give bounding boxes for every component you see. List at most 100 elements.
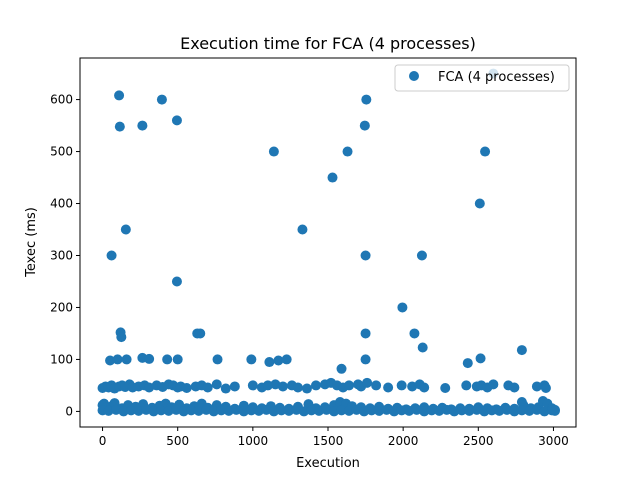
data-point [103,405,114,416]
legend-box [394,64,570,92]
data-point [342,146,353,157]
data-point [105,355,116,366]
data-point [321,404,332,415]
data-point [172,354,183,365]
data-point [133,405,144,416]
data-point [389,406,400,417]
data-point [516,405,527,416]
data-point [397,302,408,313]
data-point [509,406,520,417]
data-point [186,405,197,416]
data-point [268,406,279,417]
y-tick-label: 300 [50,248,73,262]
data-point [116,332,127,343]
data-point [419,382,430,393]
data-point [246,405,257,416]
data-point [419,406,430,417]
data-point [212,354,223,365]
data-point [441,404,452,415]
data-point [253,405,264,416]
legend-marker [409,71,419,81]
y-axis: 0 100 200 300 400 500 600 [50,93,80,418]
data-point [360,328,371,339]
data-point [516,345,527,356]
x-axis-label: Execution [296,456,360,471]
data-point [329,406,340,417]
data-point [366,405,377,416]
data-point [360,354,371,365]
x-tick-label: 0 [99,434,107,448]
data-point [539,406,550,417]
data-point [417,342,428,353]
data-point [276,405,287,416]
data-point [262,380,273,391]
data-point [336,405,347,416]
data-point [126,405,137,416]
points-layer [97,68,560,417]
data-point [112,354,123,365]
y-tick-label: 100 [50,352,73,366]
data-point [351,404,362,415]
data-point [494,405,505,416]
data-point [461,380,472,391]
data-point [111,404,122,415]
data-point [246,354,257,365]
data-point [163,405,174,416]
x-tick-label: 2500 [463,434,494,448]
data-point [181,383,192,394]
data-point [144,382,155,393]
data-point [114,121,125,132]
data-point [220,383,231,394]
data-point [440,383,451,394]
data-point [531,404,542,415]
data-point [509,382,520,393]
data-point [231,404,242,415]
data-point [106,250,117,261]
data-point [456,405,467,416]
data-point [118,406,129,417]
x-tick-label: 2000 [388,434,419,448]
data-point [396,405,407,416]
data-point [264,357,275,368]
data-point [306,405,317,416]
data-point [540,383,551,394]
data-point [171,115,182,126]
data-point [381,404,392,415]
data-point [336,363,347,374]
data-point [486,405,497,416]
data-point [297,224,308,235]
data-point [404,405,415,416]
data-point [360,250,371,261]
data-point [121,354,132,365]
data-point [211,379,222,390]
data-point [471,404,482,415]
data-point [344,380,355,391]
data-point [359,120,370,131]
legend-label: FCA (4 processes) [438,70,555,85]
data-point [396,380,407,391]
legend: FCA (4 processes) [394,64,570,92]
data-point [171,276,182,287]
data-point [171,404,182,415]
data-point [371,380,382,391]
data-point [359,406,370,417]
data-point [407,381,418,392]
data-point [464,405,475,416]
data-point [273,355,284,366]
data-point [144,353,155,364]
y-tick-label: 600 [50,93,73,107]
data-point [156,94,167,105]
y-tick-label: 400 [50,197,73,211]
data-point [291,404,302,415]
data-point [137,120,148,131]
data-point [475,353,486,364]
data-point [462,358,473,369]
data-point [327,172,338,183]
data-point [301,383,312,394]
data-point [479,406,490,417]
data-point [283,405,294,416]
data-point [114,90,125,101]
x-tick-label: 1500 [313,434,344,448]
data-point [141,404,152,415]
